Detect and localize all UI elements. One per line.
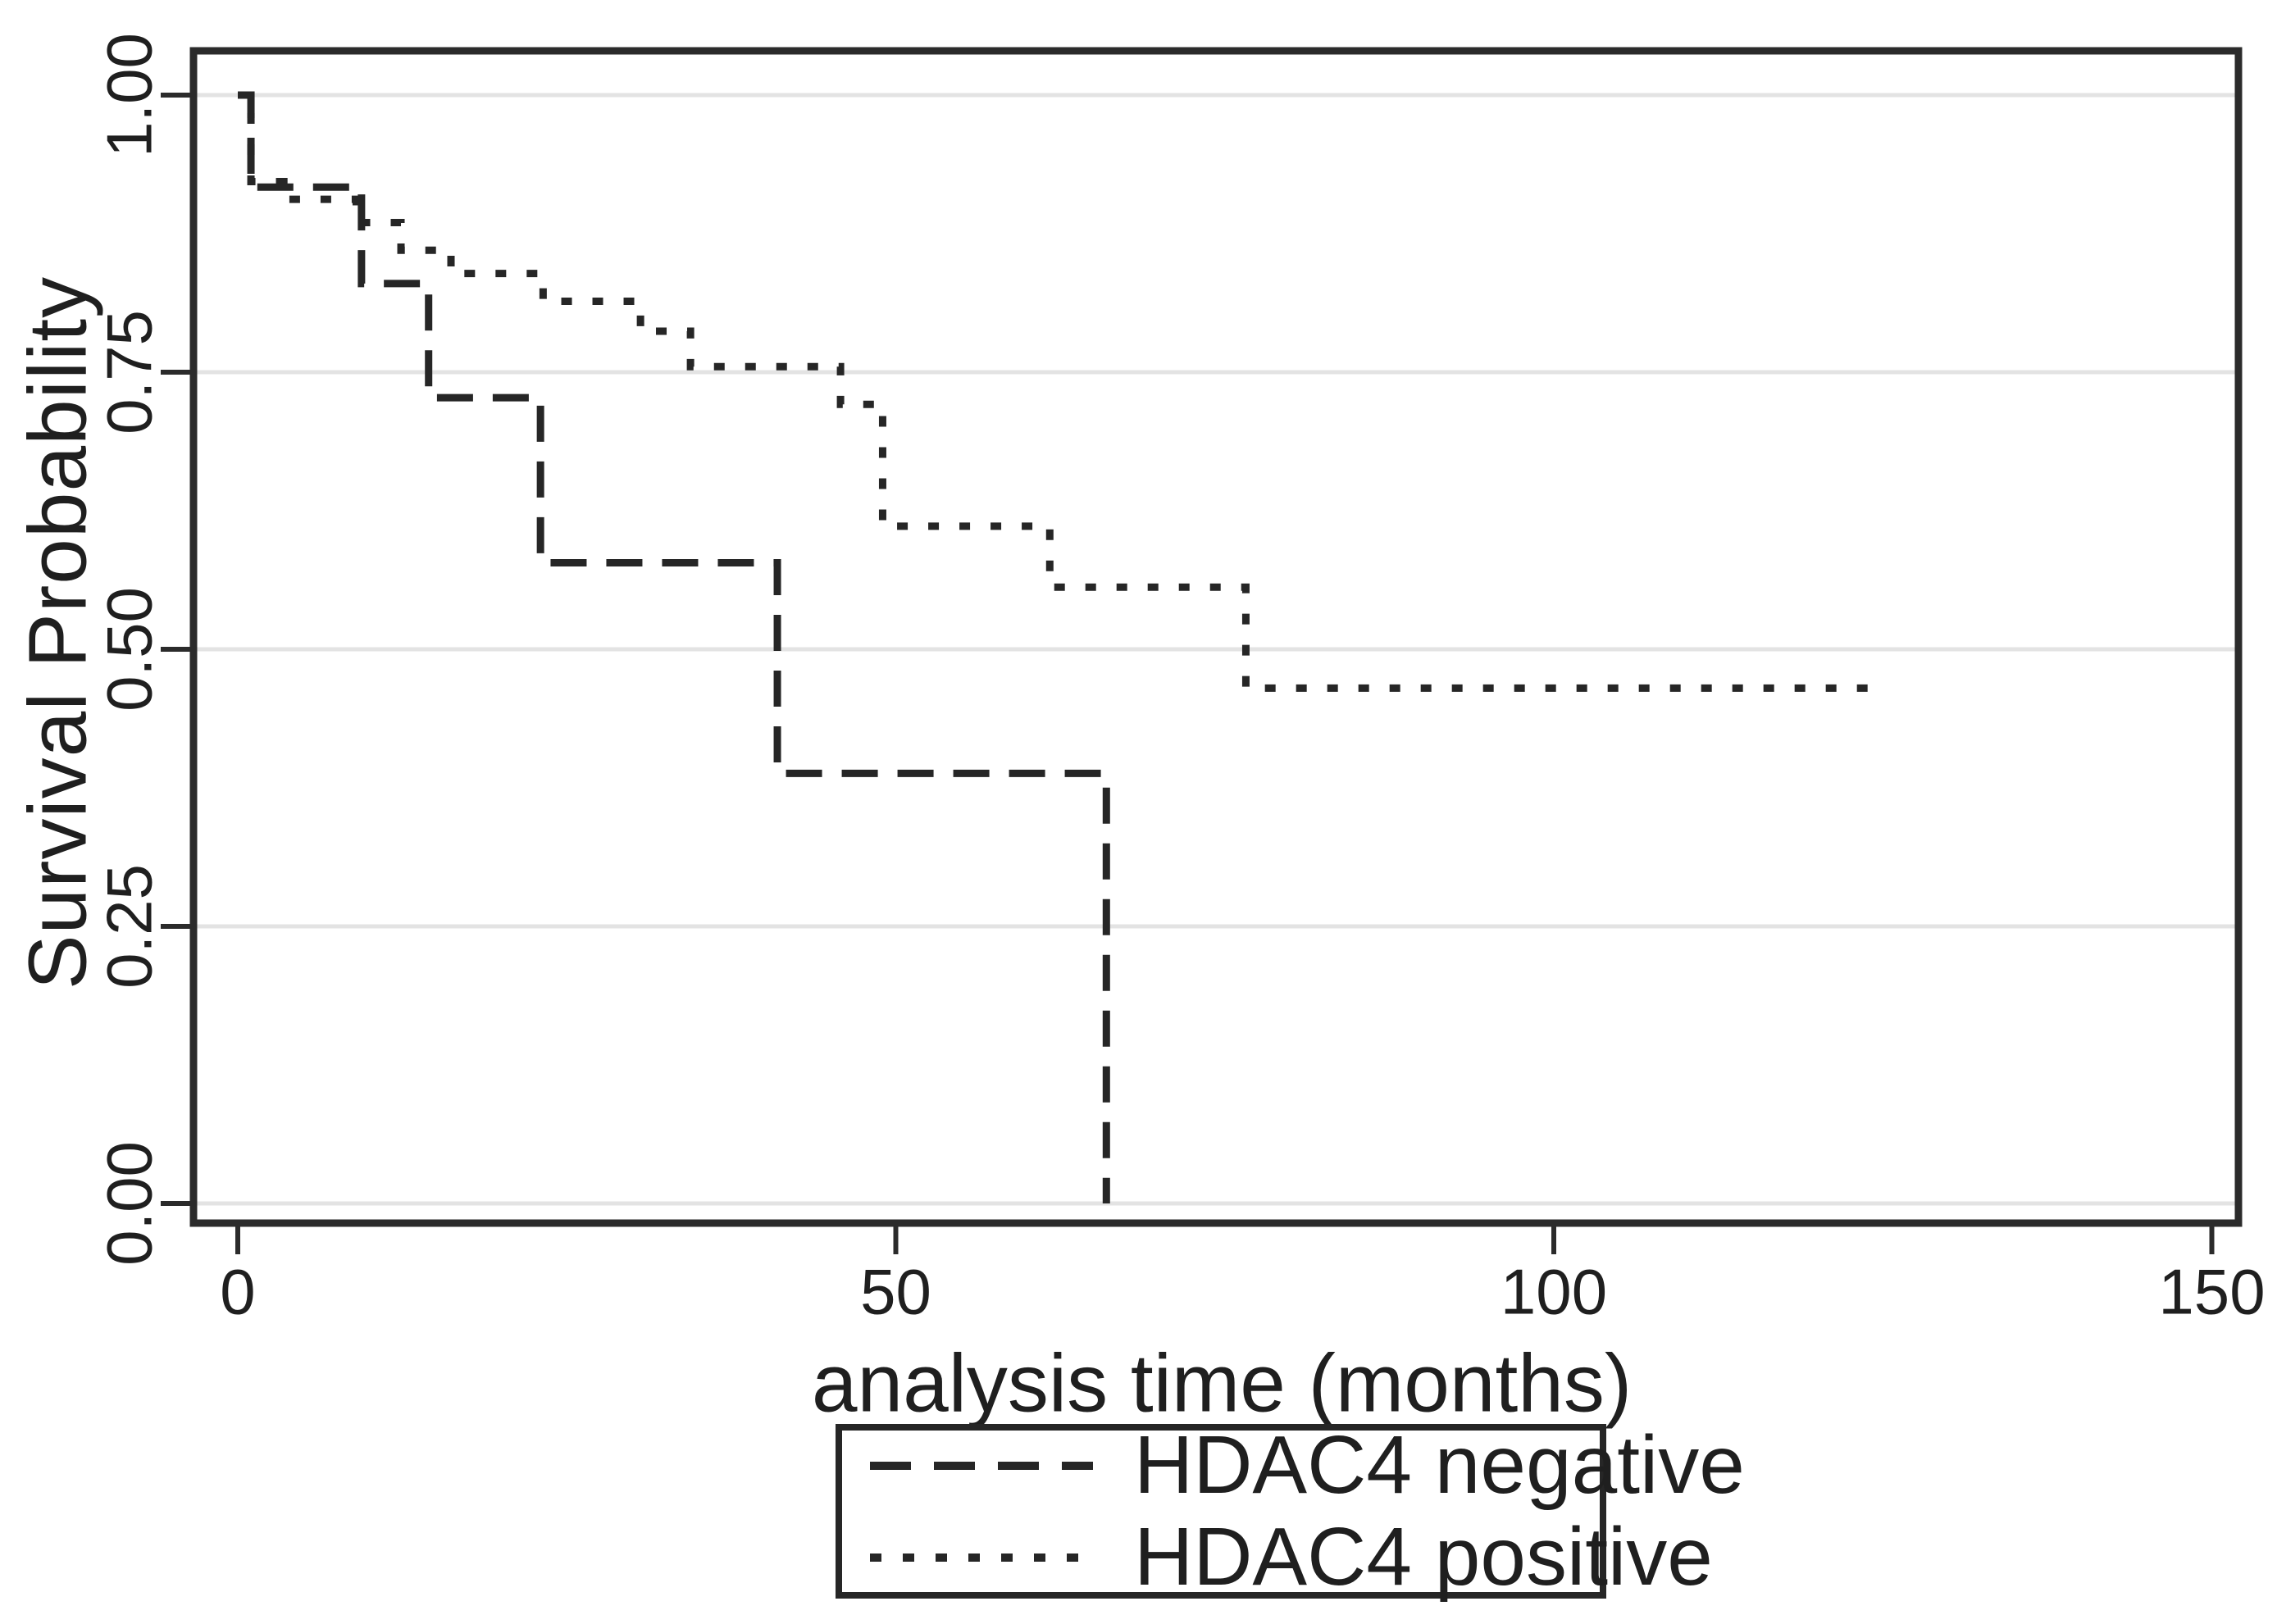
legend-item-negative: HDAC4 negative — [870, 1419, 1745, 1511]
y-tick-label-0.00: 0.00 — [93, 1141, 166, 1266]
legend: HDAC4 negative HDAC4 positive — [836, 1419, 1745, 1603]
legend-label: HDAC4 positive — [1134, 1511, 1713, 1603]
km-curve-dotted — [238, 91, 1875, 692]
y-axis-title: Survival Probability — [11, 275, 104, 990]
x-tick-label-0: 0 — [220, 1255, 256, 1328]
x-tick-label-100: 100 — [1500, 1255, 1608, 1328]
y-tick-label-0.50: 0.50 — [93, 587, 166, 712]
y-tick-label-0.75: 0.75 — [93, 310, 166, 434]
legend-item-positive: HDAC4 positive — [870, 1511, 1713, 1603]
dotted-line-sample — [870, 1553, 1093, 1562]
dashed-line-sample — [870, 1461, 1093, 1470]
x-tick-label-150: 150 — [2158, 1255, 2266, 1328]
y-tick-label-0.25: 0.25 — [93, 864, 166, 989]
plot-frame — [189, 47, 2243, 1227]
x-axis-title: analysis time (months) — [811, 1337, 1633, 1430]
x-tick-label-50: 50 — [860, 1255, 931, 1328]
legend-label: HDAC4 negative — [1134, 1419, 1745, 1511]
y-tick-label-1.00: 1.00 — [93, 33, 166, 157]
